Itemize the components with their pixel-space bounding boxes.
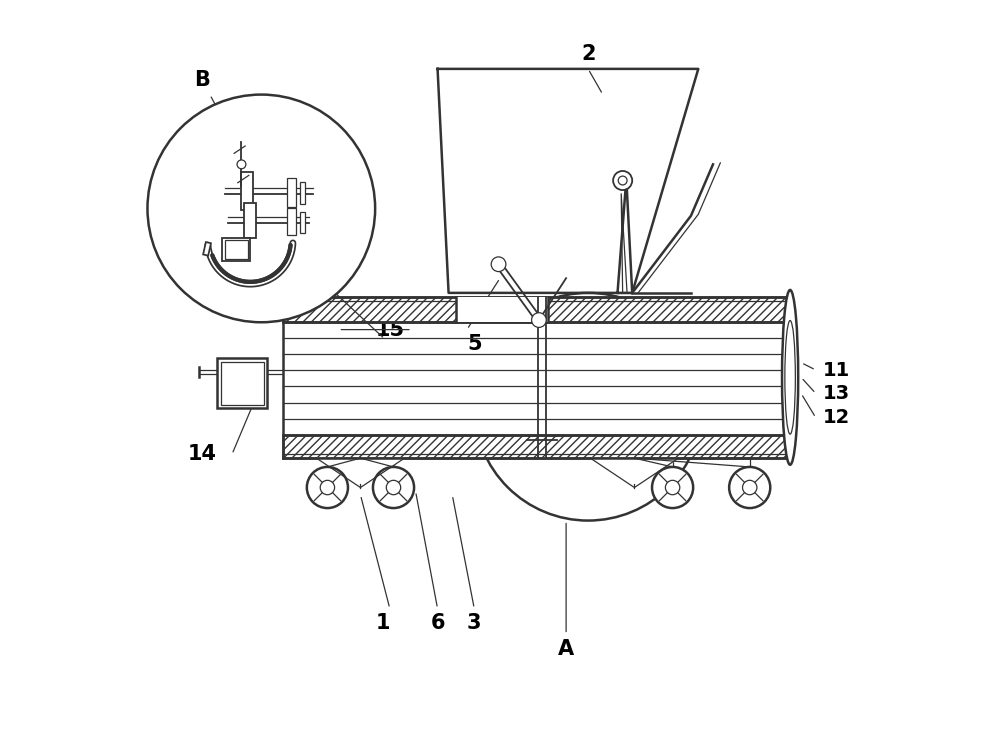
Circle shape (652, 467, 693, 508)
Polygon shape (438, 69, 698, 293)
Circle shape (665, 480, 680, 495)
Text: 13: 13 (823, 384, 850, 403)
Bar (283, 297, 790, 322)
Bar (287, 178, 296, 207)
Circle shape (613, 171, 632, 190)
Text: 3: 3 (467, 613, 482, 633)
Text: 6: 6 (430, 613, 445, 633)
Text: 12: 12 (823, 408, 850, 427)
Text: 14: 14 (188, 445, 217, 465)
Circle shape (618, 176, 627, 185)
Circle shape (237, 160, 246, 169)
Text: 1: 1 (375, 613, 390, 633)
Text: A: A (558, 639, 574, 659)
Bar (283, 434, 790, 458)
Circle shape (491, 257, 506, 272)
Bar (300, 212, 305, 232)
Circle shape (373, 467, 414, 508)
Text: 5: 5 (467, 334, 482, 354)
Bar (217, 358, 267, 408)
Bar (456, 297, 548, 322)
Circle shape (386, 480, 401, 495)
Text: 11: 11 (823, 360, 850, 380)
Text: 2: 2 (581, 44, 595, 64)
Polygon shape (618, 179, 632, 293)
Circle shape (474, 293, 702, 520)
Bar (221, 362, 264, 405)
Circle shape (320, 480, 335, 495)
Circle shape (307, 467, 348, 508)
Circle shape (743, 480, 757, 495)
Circle shape (147, 95, 375, 322)
Text: B: B (195, 70, 210, 90)
Bar (287, 209, 296, 235)
Ellipse shape (782, 290, 798, 465)
Circle shape (532, 313, 546, 327)
Polygon shape (316, 458, 405, 488)
Bar (225, 240, 248, 259)
Bar (300, 182, 305, 204)
Polygon shape (590, 458, 678, 488)
Text: 15: 15 (375, 320, 404, 340)
Circle shape (729, 467, 770, 508)
Bar (244, 203, 256, 238)
Bar (222, 238, 250, 261)
Bar (283, 322, 790, 434)
Bar (241, 172, 253, 210)
Ellipse shape (785, 320, 795, 434)
